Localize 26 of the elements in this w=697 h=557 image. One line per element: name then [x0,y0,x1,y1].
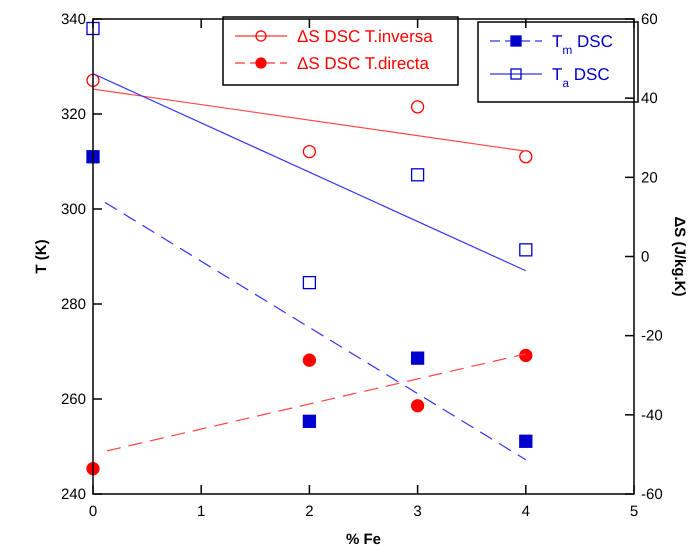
y-axis-title: T (K) [33,239,50,274]
y2-tick-label: -20 [641,328,663,345]
y-tick-label: 280 [60,296,86,313]
x-axis-title: % Fe [346,531,382,548]
y2-tick-label: -60 [641,486,663,503]
y2-tick-label: -40 [641,406,663,424]
y2-tick-label: 60 [641,11,658,28]
y-tick-label: 340 [60,11,86,28]
y-tick-label: 260 [60,391,86,408]
y2-axis-title: ΔS (J/kg.K) [671,216,688,296]
x-tick-label: 3 [413,503,422,520]
x-tick-label: 1 [197,503,206,520]
y2-tick-label: 0 [641,248,650,266]
x-tick-label: 0 [88,503,98,520]
legend-label: ΔS DSC T.inversa [297,27,434,46]
x-tick-label: 4 [522,503,530,520]
legend-label: T$_{a}$ DSC [552,65,610,90]
x-tick-label: 2 [305,503,314,520]
legend-label: ΔS DSC T.directa [297,54,430,73]
y-tick-label: 300 [60,201,86,218]
y2-tick-label: 40 [641,90,658,108]
y2-tick-label: 20 [641,169,658,186]
x-tick-label: 5 [630,503,638,520]
y-tick-label: 240 [60,486,86,503]
legend-label: T$_{m}$ DSC [552,32,613,57]
y-tick-label: 320 [60,106,86,123]
